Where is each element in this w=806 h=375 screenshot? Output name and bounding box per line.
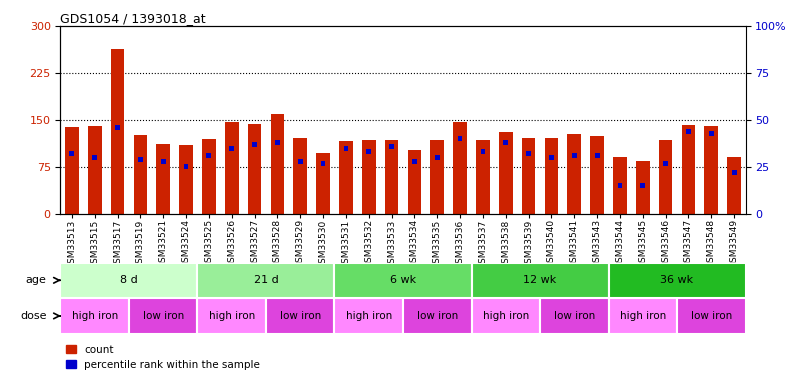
Bar <box>476 140 490 214</box>
Bar <box>230 146 234 151</box>
Text: high iron: high iron <box>72 311 118 321</box>
Bar <box>60 262 197 298</box>
Bar <box>202 139 216 214</box>
Bar <box>197 262 334 298</box>
Bar <box>504 140 508 145</box>
Bar <box>453 122 467 214</box>
Bar <box>156 144 170 214</box>
Text: 8 d: 8 d <box>120 275 138 285</box>
Legend: count, percentile rank within the sample: count, percentile rank within the sample <box>65 345 260 370</box>
Bar <box>343 146 348 151</box>
Bar <box>609 262 746 298</box>
Bar <box>641 183 645 188</box>
Bar <box>408 150 422 214</box>
Bar <box>727 158 741 214</box>
Text: 21 d: 21 d <box>254 275 278 285</box>
Bar <box>206 153 211 158</box>
Text: high iron: high iron <box>483 311 529 321</box>
Bar <box>403 298 472 334</box>
Bar <box>526 151 531 156</box>
Bar <box>549 155 554 160</box>
Bar <box>609 298 677 334</box>
Bar <box>110 50 124 214</box>
Text: 36 wk: 36 wk <box>660 275 694 285</box>
Text: high iron: high iron <box>209 311 255 321</box>
Bar <box>60 298 129 334</box>
Bar <box>293 138 307 214</box>
Bar <box>65 128 79 214</box>
Text: low iron: low iron <box>417 311 458 321</box>
Bar <box>709 130 713 136</box>
Text: low iron: low iron <box>554 311 595 321</box>
Text: GDS1054 / 1393018_at: GDS1054 / 1393018_at <box>60 12 206 25</box>
Bar <box>88 126 102 214</box>
Bar <box>367 149 371 154</box>
Bar <box>617 183 622 188</box>
Text: low iron: low iron <box>280 311 321 321</box>
Bar <box>682 125 696 214</box>
Bar <box>115 125 120 130</box>
Bar <box>521 138 535 214</box>
Bar <box>384 140 398 214</box>
Bar <box>334 262 472 298</box>
Bar <box>321 160 326 166</box>
Bar <box>430 140 444 214</box>
Text: dose: dose <box>20 311 47 321</box>
Bar <box>138 157 143 162</box>
Text: 6 wk: 6 wk <box>390 275 416 285</box>
Bar <box>252 142 257 147</box>
Bar <box>472 298 540 334</box>
Bar <box>184 164 189 170</box>
Bar <box>266 298 334 334</box>
Bar <box>613 158 627 214</box>
Bar <box>339 141 353 214</box>
Bar <box>595 153 600 158</box>
Text: low iron: low iron <box>143 311 184 321</box>
Text: high iron: high iron <box>620 311 666 321</box>
Bar <box>362 140 376 214</box>
Bar <box>545 138 559 214</box>
Bar <box>677 298 746 334</box>
Bar <box>540 298 609 334</box>
Text: age: age <box>26 275 47 285</box>
Bar <box>704 126 718 214</box>
Bar <box>298 159 302 164</box>
Bar <box>316 153 330 214</box>
Bar <box>686 129 691 134</box>
Text: high iron: high iron <box>346 311 392 321</box>
Bar <box>93 155 97 160</box>
Bar <box>225 122 239 214</box>
Bar <box>247 124 261 214</box>
Bar <box>275 140 280 145</box>
Bar <box>636 160 650 214</box>
Bar <box>458 136 463 141</box>
Bar <box>129 298 197 334</box>
Bar <box>732 170 737 175</box>
Bar <box>134 135 147 214</box>
Bar <box>659 140 672 214</box>
Bar <box>590 136 604 214</box>
Bar <box>567 134 581 214</box>
Bar <box>480 149 485 154</box>
Bar <box>161 159 165 164</box>
Text: low iron: low iron <box>691 311 732 321</box>
Bar <box>69 151 74 156</box>
Bar <box>271 114 285 214</box>
Bar <box>179 145 193 214</box>
Bar <box>334 298 403 334</box>
Bar <box>572 153 576 158</box>
Bar <box>499 132 513 214</box>
Bar <box>197 298 266 334</box>
Bar <box>472 262 609 298</box>
Bar <box>389 144 394 149</box>
Bar <box>435 155 439 160</box>
Bar <box>412 159 417 164</box>
Bar <box>663 160 668 166</box>
Text: 12 wk: 12 wk <box>523 275 557 285</box>
